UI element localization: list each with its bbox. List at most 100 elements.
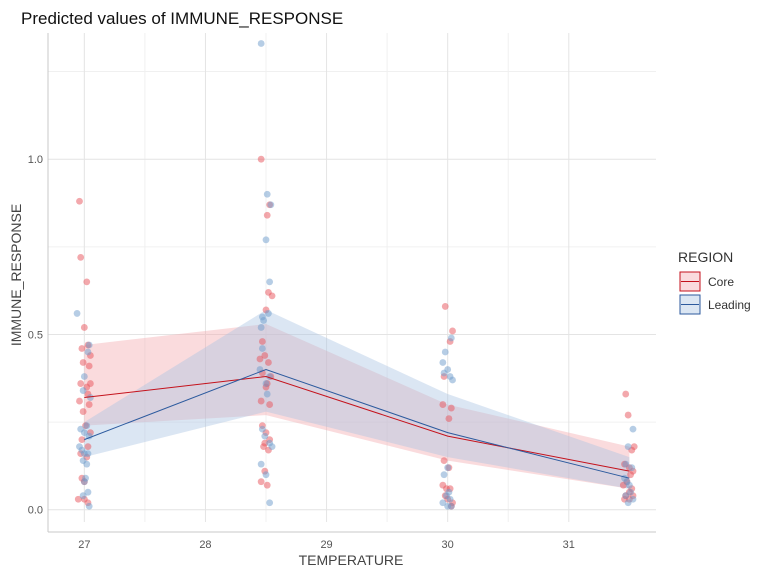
data-point-leading (260, 317, 267, 324)
data-point-core (261, 352, 269, 359)
raw-data-points (73, 40, 638, 510)
data-point-leading (257, 324, 265, 331)
data-point-leading (447, 502, 455, 510)
data-point-leading (449, 376, 456, 384)
data-point-leading (266, 278, 274, 286)
data-point-leading (622, 492, 630, 500)
data-point-core (77, 380, 85, 387)
data-point-core (257, 478, 265, 486)
legend-label-leading: Leading (708, 298, 751, 312)
data-point-core (257, 155, 265, 163)
data-point-core (258, 338, 266, 345)
data-point-leading (85, 341, 93, 349)
data-point-core (260, 443, 267, 451)
data-point-core (83, 278, 91, 286)
data-point-leading (85, 502, 93, 510)
data-point-leading (629, 425, 637, 433)
x-tick-labels: 27 28 29 30 31 (78, 539, 575, 551)
data-point-leading (262, 471, 270, 479)
data-point-core (265, 359, 272, 366)
data-point-leading (263, 390, 271, 398)
data-point-leading (266, 499, 274, 507)
data-point-leading (263, 190, 271, 198)
data-point-core (79, 408, 87, 415)
data-point-leading (439, 499, 447, 507)
chart-title: Predicted values of IMMUNE_RESPONSE (21, 9, 343, 28)
data-point-core (266, 401, 274, 408)
data-point-leading (257, 40, 265, 47)
data-point-core (85, 401, 93, 408)
data-point-leading (80, 429, 88, 437)
data-point-leading (85, 432, 93, 440)
data-point-leading (624, 443, 632, 451)
data-point-leading (627, 488, 634, 496)
data-point-leading (80, 373, 88, 380)
data-point-leading (79, 492, 87, 500)
data-point-core (268, 292, 276, 300)
data-point-core (78, 436, 86, 444)
data-point-core (627, 471, 634, 479)
data-point-leading (84, 488, 92, 496)
data-point-core (77, 253, 85, 261)
data-point-core (256, 355, 264, 363)
data-point-leading (440, 471, 448, 479)
data-point-core (439, 401, 447, 408)
data-point-core (76, 197, 83, 205)
data-point-core (622, 390, 630, 398)
data-point-leading (262, 236, 270, 244)
data-point-leading (83, 422, 91, 430)
x-axis-title: TEMPERATURE (299, 552, 404, 568)
data-point-leading (80, 478, 88, 486)
grid-minor (48, 33, 656, 522)
data-point-core (78, 345, 86, 352)
data-point-core (445, 415, 453, 422)
data-point-core (85, 362, 93, 370)
x-tick-label: 29 (320, 539, 332, 551)
data-point-leading (267, 201, 275, 209)
data-point-leading (261, 432, 269, 440)
y-axis-title: IMMUNE_RESPONSE (8, 204, 24, 346)
data-point-core (263, 211, 271, 219)
data-point-core (74, 495, 82, 503)
data-point-leading (628, 464, 636, 472)
data-point-leading (84, 450, 92, 458)
data-point-core (440, 457, 448, 465)
data-point-core (449, 327, 456, 335)
data-point-core (76, 397, 83, 405)
data-point-leading (440, 369, 448, 377)
data-point-leading (79, 387, 87, 394)
prediction-line-core (84, 376, 630, 472)
data-point-leading (444, 464, 452, 472)
data-point-leading (446, 495, 454, 503)
data-point-leading (257, 460, 265, 468)
data-point-leading (439, 359, 447, 366)
legend-label-core: Core (708, 275, 734, 289)
data-point-leading (447, 334, 455, 342)
legend-title: REGION (678, 249, 733, 265)
data-point-leading (441, 348, 449, 356)
data-point-core (86, 380, 94, 387)
prediction-lines (84, 368, 630, 479)
confidence-bands (84, 309, 630, 489)
x-tick-label: 27 (78, 539, 90, 551)
data-point-leading (625, 481, 633, 489)
prediction-line-leading (84, 368, 630, 479)
data-point-core (263, 481, 271, 489)
data-point-core (257, 397, 265, 405)
data-point-leading (262, 380, 270, 387)
y-tick-label: 1.0 (28, 154, 43, 166)
data-point-leading (86, 394, 94, 401)
x-tick-label: 28 (199, 539, 211, 551)
data-point-leading (258, 345, 266, 352)
legend-items: Core Leading (679, 271, 751, 315)
data-point-core (447, 404, 455, 412)
grid-major (48, 33, 656, 522)
x-tick-label: 31 (563, 539, 575, 551)
data-point-leading (258, 425, 266, 433)
legend: REGION Core Leading (678, 249, 751, 315)
data-point-leading (265, 310, 272, 317)
y-tick-labels: 0.0 0.5 1.0 (28, 154, 43, 517)
data-point-leading (629, 495, 637, 503)
y-tick-label: 0.5 (28, 329, 43, 341)
